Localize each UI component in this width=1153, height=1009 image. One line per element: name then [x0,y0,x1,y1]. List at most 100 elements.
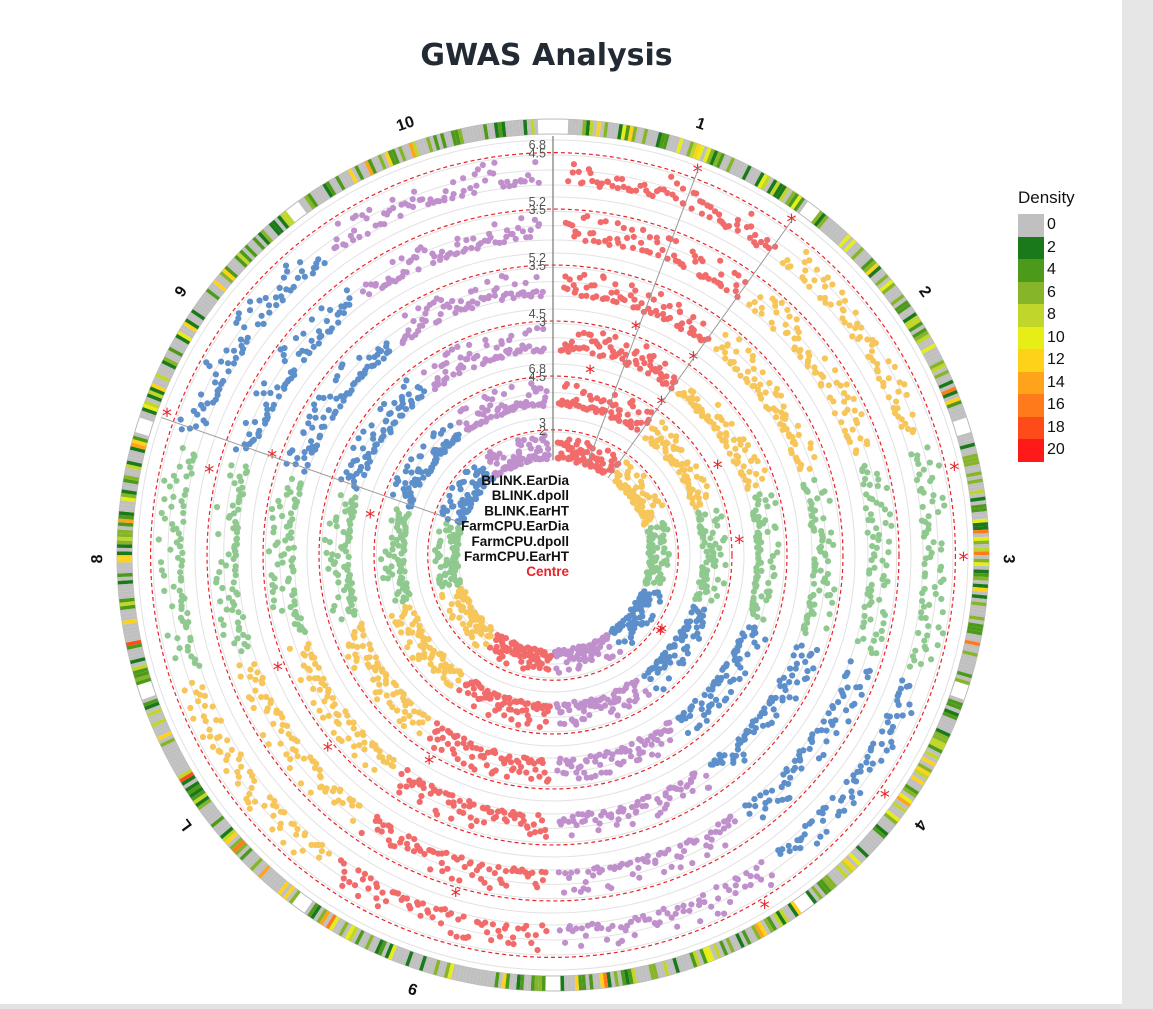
density-cell [971,597,987,603]
snp-point [724,342,731,349]
snp-point [811,527,818,534]
snp-point [222,562,230,569]
snp-point [589,350,596,357]
density-cell [310,190,322,206]
snp-point [291,620,298,628]
snp-point [190,451,197,458]
density-cell [120,604,136,611]
snp-point [261,380,268,387]
snp-point [513,757,521,764]
density-cell [946,701,962,711]
snp-point [388,534,395,541]
snp-point [838,419,845,426]
density-cell [967,478,983,485]
snp-point [822,552,829,559]
snp-point [712,563,719,570]
density-cell [504,121,510,137]
snp-point [690,314,697,321]
snp-point [893,712,901,720]
snp-point [857,790,864,797]
snp-point [484,395,491,402]
snp-point [939,494,946,501]
density-cell [926,746,942,758]
density-cell [784,904,796,920]
scrollbar-track[interactable] [1122,0,1153,1009]
snp-point [463,744,470,751]
snp-point [524,720,531,727]
snp-point [190,407,197,415]
density-cell [472,125,479,142]
density-cell [973,540,989,545]
snp-point [623,342,630,349]
snp-point [605,926,612,933]
snp-point [398,835,405,842]
snp-point [823,828,830,835]
density-cell [429,958,438,975]
density-cell [123,478,139,485]
snp-point [450,371,457,378]
snp-point [483,762,490,769]
snp-point [806,652,813,659]
snp-point [176,463,183,470]
snp-point [818,382,825,389]
snp-point [629,679,636,687]
snp-point [831,586,838,593]
snp-point [333,243,340,250]
snp-point [789,672,796,679]
density-cell [260,229,274,243]
density-cell [332,917,343,933]
snp-point [754,613,761,621]
snp-point [807,594,814,601]
snp-point [498,755,505,762]
density-cell [300,197,313,212]
density-cell [429,135,437,152]
snp-point [503,227,511,234]
snp-point [213,717,220,724]
snp-point [403,580,410,587]
snp-point [908,451,915,458]
snp-point [607,864,614,871]
snp-point [431,363,438,370]
snp-point [285,575,292,582]
snp-point [490,475,497,482]
snp-point [811,277,818,284]
snp-point [486,866,493,873]
snp-point [615,639,622,646]
density-cell [592,120,598,137]
density-cell [464,127,472,143]
density-cell [523,119,528,135]
density-cell [129,653,145,661]
density-cell [675,956,684,973]
snp-point [879,728,886,735]
snp-point [473,182,480,189]
density-cell [938,721,954,731]
snp-point [575,437,582,444]
density-cell [790,195,803,210]
snp-point [858,324,865,331]
density-cell [426,957,434,974]
snp-point [751,308,759,315]
snp-point [751,796,758,803]
snp-point [612,401,619,408]
density-cell [482,124,489,140]
snp-point [734,366,741,373]
snp-point [628,804,636,811]
density-cell [877,276,892,290]
snp-point [911,657,918,664]
density-cell [616,970,623,986]
snp-point [814,495,821,502]
snp-point [283,751,290,758]
density-cell [970,608,986,614]
snp-point [885,549,892,556]
snp-point [883,747,890,754]
density-cell [412,953,421,969]
snp-point [292,335,300,342]
snp-point [246,431,253,438]
snp-point [460,175,467,182]
snp-point [438,746,445,754]
snp-point [663,720,670,727]
snp-point [692,258,699,265]
snp-point [714,522,721,529]
snp-point [794,837,801,844]
snp-point [464,491,471,499]
